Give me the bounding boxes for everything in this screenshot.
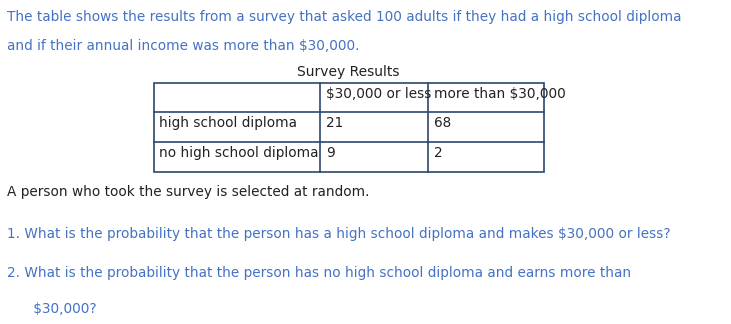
Text: 21: 21 <box>326 116 344 130</box>
Text: high school diploma: high school diploma <box>159 116 298 130</box>
Text: A person who took the survey is selected at random.: A person who took the survey is selected… <box>7 185 370 199</box>
Text: Survey Results: Survey Results <box>298 65 400 79</box>
Text: no high school diploma: no high school diploma <box>159 146 319 160</box>
Text: $30,000 or less: $30,000 or less <box>326 87 431 100</box>
Text: more than $30,000: more than $30,000 <box>434 87 566 100</box>
FancyBboxPatch shape <box>154 83 544 172</box>
Text: 2. What is the probability that the person has no high school diploma and earns : 2. What is the probability that the pers… <box>7 266 632 280</box>
Text: The table shows the results from a survey that asked 100 adults if they had a hi: The table shows the results from a surve… <box>7 10 682 24</box>
Text: 9: 9 <box>326 146 335 160</box>
Text: 68: 68 <box>434 116 452 130</box>
Text: and if their annual income was more than $30,000.: and if their annual income was more than… <box>7 39 360 53</box>
Text: 1. What is the probability that the person has a high school diploma and makes $: 1. What is the probability that the pers… <box>7 227 671 241</box>
Text: 2: 2 <box>434 146 443 160</box>
Text: $30,000?: $30,000? <box>7 302 97 316</box>
